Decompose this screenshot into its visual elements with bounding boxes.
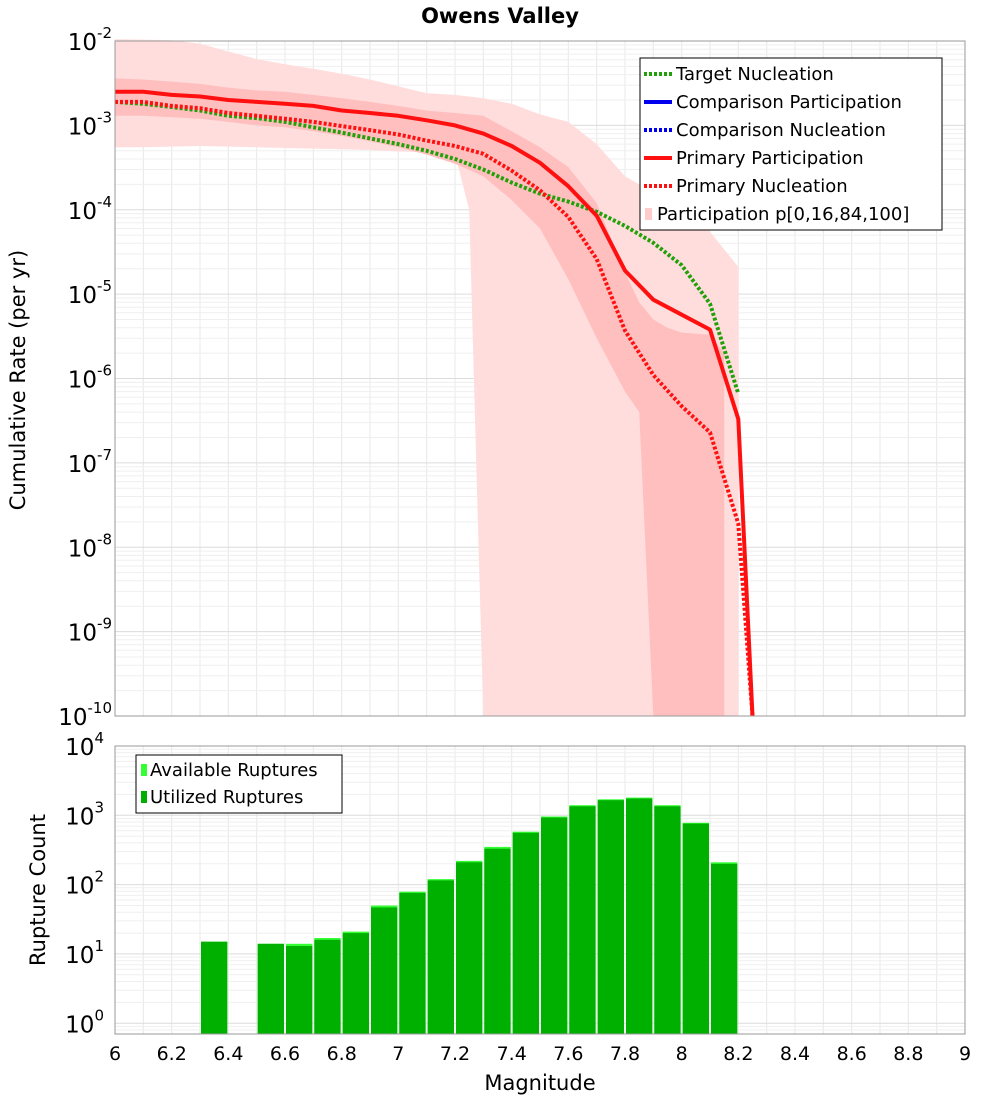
legend-label: Primary Participation [676, 148, 864, 169]
rupture-count-chart: Rupture Count 104 103 102 101 100 6 6.2 6.4 6.6… [26, 729, 971, 1095]
count-bars [201, 797, 738, 1034]
legend-label: Available Ruptures [150, 760, 318, 781]
x-tick-label: 9 [959, 1043, 971, 1065]
rate-plot-frame [114, 40, 966, 717]
utilized-bar [399, 892, 426, 1034]
y-tick-label: 101 [65, 937, 104, 969]
y-tick-label: 10-7 [68, 446, 112, 478]
series-line [114, 99, 741, 395]
x-tick-label: 7 [392, 1043, 404, 1065]
legend-label: Participation p[0,16,84,100] [657, 204, 909, 225]
utilized-bar [711, 863, 738, 1034]
rate-y-axis-label: Cumulative Rate (per yr) [6, 250, 30, 510]
utilized-bar [257, 943, 284, 1034]
utilized-bar [512, 832, 539, 1034]
x-tick-label: 6.4 [213, 1043, 243, 1065]
x-tick-label: 7.6 [553, 1043, 583, 1065]
utilized-bar [342, 933, 369, 1034]
x-tick-label: 6.6 [270, 1043, 300, 1065]
y-tick-label: 104 [65, 729, 104, 761]
utilized-bar [427, 880, 454, 1034]
y-tick-label: 10-6 [68, 362, 112, 394]
utilized-bar [682, 823, 709, 1034]
x-tick-label: 8.6 [837, 1043, 867, 1065]
utilized-bar [569, 806, 596, 1034]
y-tick-label: 10-5 [68, 277, 112, 309]
legend-label: Target Nucleation [675, 64, 834, 85]
rate-series-lines [114, 89, 755, 717]
y-tick-label: 10-3 [68, 108, 112, 140]
rate-chart: Owens Valley Cumulative Rate (per yr) 10… [6, 4, 966, 731]
rate-y-ticks: 10-2 10-3 10-4 10-5 10-6 10-7 10-8 10-9 10-10 [58, 24, 112, 731]
y-tick-label: 10-4 [68, 193, 112, 225]
y-tick-label: 10-9 [68, 615, 112, 647]
y-tick-label: 102 [65, 868, 104, 900]
x-tick-label: 7.2 [440, 1043, 470, 1065]
legend-box [135, 754, 343, 814]
utilized-bar [286, 946, 313, 1034]
x-tick-label: 6 [109, 1043, 121, 1065]
utilized-bar [456, 862, 483, 1034]
count-y-ticks: 104 103 102 101 100 [65, 729, 104, 1038]
x-tick-label: 8.4 [780, 1043, 810, 1065]
x-tick-label: 6.8 [327, 1043, 357, 1065]
utilized-bar [314, 939, 341, 1034]
utilized-bar [484, 848, 511, 1034]
count-y-axis-label: Rupture Count [26, 814, 50, 966]
y-tick-label: 10-8 [68, 530, 112, 562]
x-tick-label: 8.8 [893, 1043, 923, 1065]
x-tick-label: 6.2 [157, 1043, 187, 1065]
x-tick-label: 7.8 [610, 1043, 640, 1065]
percentile-band [115, 78, 725, 716]
x-tick-label: 7.4 [497, 1043, 527, 1065]
y-tick-label: 10-10 [58, 699, 112, 731]
utilized-bar [541, 817, 568, 1034]
legend-label: Utilized Ruptures [150, 787, 303, 808]
utilized-bar [201, 941, 228, 1034]
series-line [115, 89, 755, 717]
legend-label: Comparison Nucleation [676, 120, 886, 141]
utilized-bar [626, 798, 653, 1034]
legend-swatch [141, 791, 147, 803]
y-tick-label: 10-2 [68, 24, 112, 56]
utilized-bar [597, 800, 624, 1034]
count-plot-frame [114, 745, 966, 1035]
legend-swatch [645, 208, 652, 220]
legend-box [639, 57, 943, 231]
legend-label: Primary Nucleation [676, 176, 848, 197]
legend-swatch [141, 764, 147, 776]
chart-title: Owens Valley [421, 4, 579, 28]
y-tick-label: 100 [65, 1006, 104, 1038]
utilized-bar [371, 907, 398, 1034]
x-tick-label: 8.2 [723, 1043, 753, 1065]
count-legend: Available Ruptures Utilized Ruptures [135, 754, 343, 814]
utilized-bar [654, 806, 681, 1034]
y-tick-label: 103 [65, 798, 104, 830]
legend-label: Comparison Participation [676, 92, 902, 113]
rate-legend: Target Nucleation Comparison Participatio… [639, 57, 943, 231]
x-axis-label: Magnitude [484, 1071, 595, 1095]
x-tick-label: 8 [676, 1043, 688, 1065]
series-line [115, 99, 755, 717]
magnitude-x-ticks: 6 6.2 6.4 6.6 6.8 7 7.2 7.4 7.6 7.8 8 8.2 8.4 8.6 8.8 9 [109, 1043, 971, 1065]
